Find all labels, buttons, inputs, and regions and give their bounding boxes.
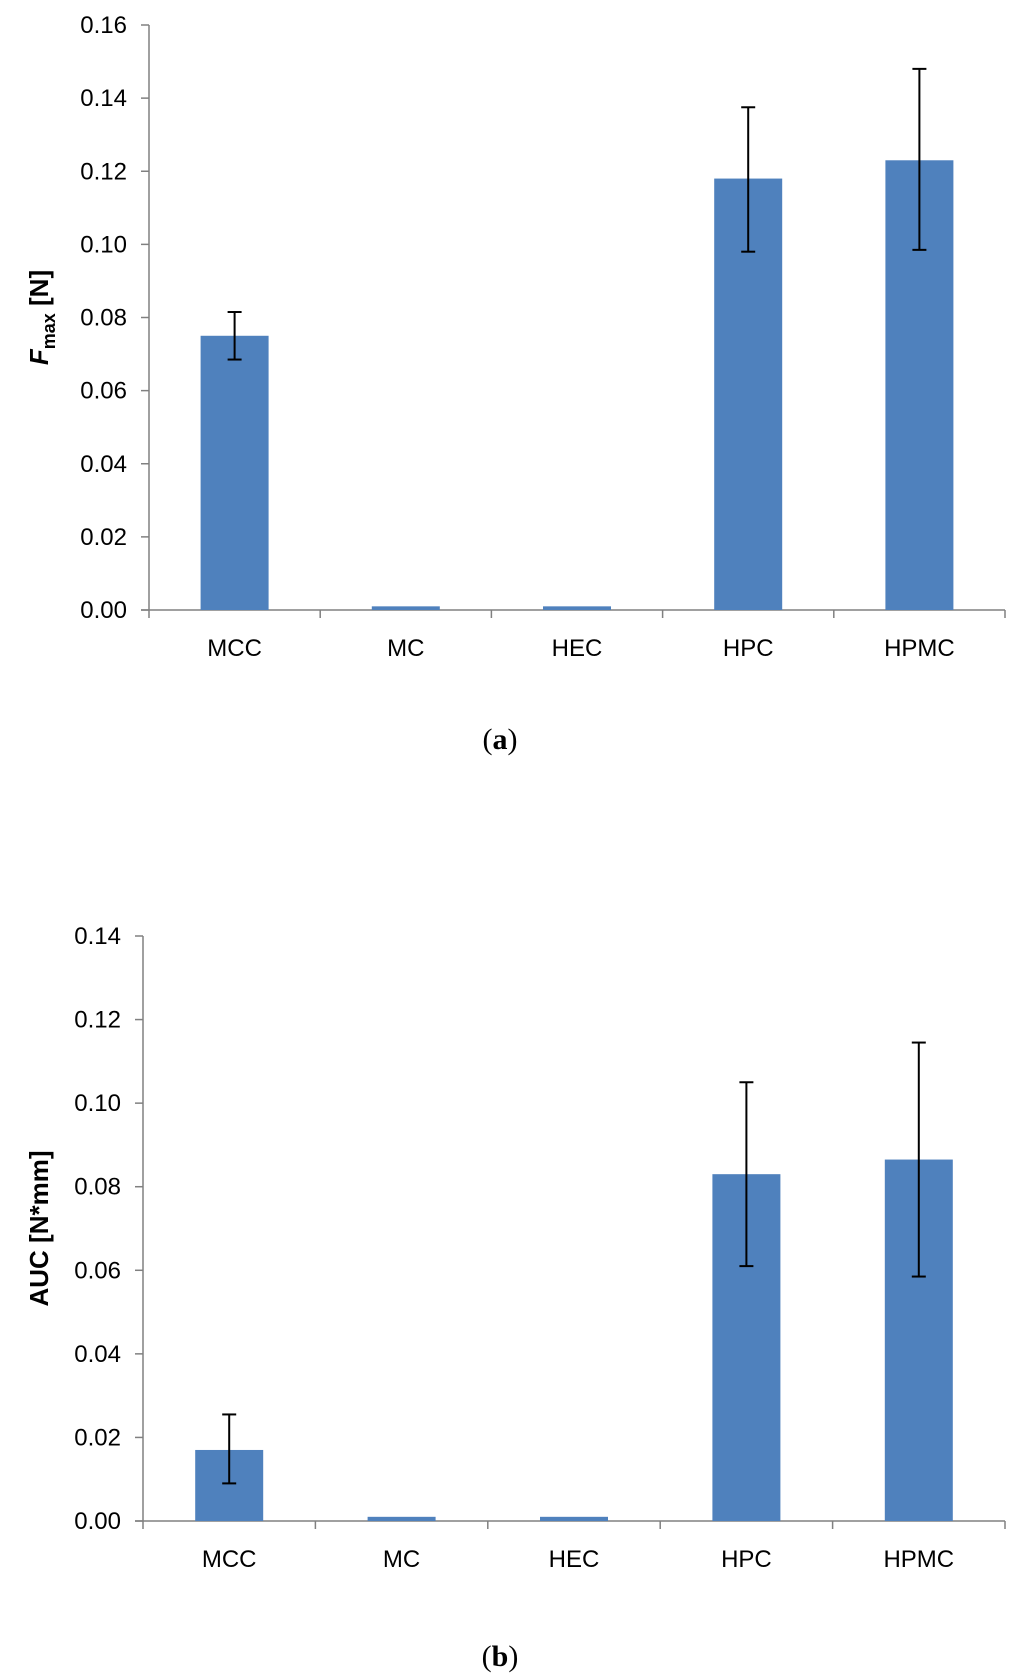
y-tick-label: 0.04 [74,1341,121,1368]
x-tick-label: HPC [721,1546,772,1573]
y-tick-label: 0.10 [74,1090,121,1117]
bar-hec [540,1516,608,1521]
y-tick-label: 0.04 [80,451,127,478]
y-tick-label: 0.00 [80,597,127,624]
error-bar-hpmc [912,67,927,251]
x-tick-label: MCC [202,1546,257,1573]
x-tick-label: MC [387,635,424,662]
bar-mcc [200,335,269,610]
x-tick-label: HPC [723,635,774,662]
chart-a: 0.00 0.02 0.04 0.06 0.08 0.10 0.12 0.14 0.16 MCC M… [24,12,1006,662]
x-tick-label: MC [383,1546,420,1573]
error-bar-hpmc [911,1041,926,1278]
bar-mc [367,1516,436,1521]
y-axis-label: AUC [N*mm] [24,1151,54,1307]
bar-mc [371,606,440,610]
y-tick-label: 0.12 [80,158,127,185]
x-tick-label: HEC [552,635,603,662]
y-tick-label: 0.06 [80,378,127,405]
y-tick-label: 0.10 [80,231,127,258]
y-tick-label: 0.08 [74,1174,121,1201]
y-tick-label: 0.02 [80,524,127,551]
x-tick-label: HPMC [884,635,955,662]
y-tick-label: 0.02 [74,1424,121,1451]
y-tick-label: 0.06 [74,1257,121,1284]
y-tick-label: 0.16 [80,12,127,39]
y-tick-label: 0.12 [74,1007,121,1034]
error-bar-hpc [741,106,756,253]
chart-b: 0.00 0.02 0.04 0.06 0.08 0.10 0.12 0.14 MCC MC HEC… [24,923,1006,1573]
bar-hec [543,606,611,610]
panel-label-a: (a) [483,723,518,756]
y-tick-label: 0.14 [74,923,121,950]
error-bar-mcc [222,1413,237,1485]
error-bar-mcc [227,311,242,361]
y-tick-label: 0.00 [74,1508,121,1535]
x-tick-label: HEC [549,1546,600,1573]
y-axis-label: Fmax [N] [24,270,59,365]
x-tick-label: MCC [207,635,262,662]
panel-label-b: (b) [482,1640,519,1673]
y-tick-label: 0.14 [80,85,127,112]
y-tick-label: 0.08 [80,305,127,332]
x-tick-label: HPMC [883,1546,954,1573]
error-bar-hpc [739,1081,754,1268]
